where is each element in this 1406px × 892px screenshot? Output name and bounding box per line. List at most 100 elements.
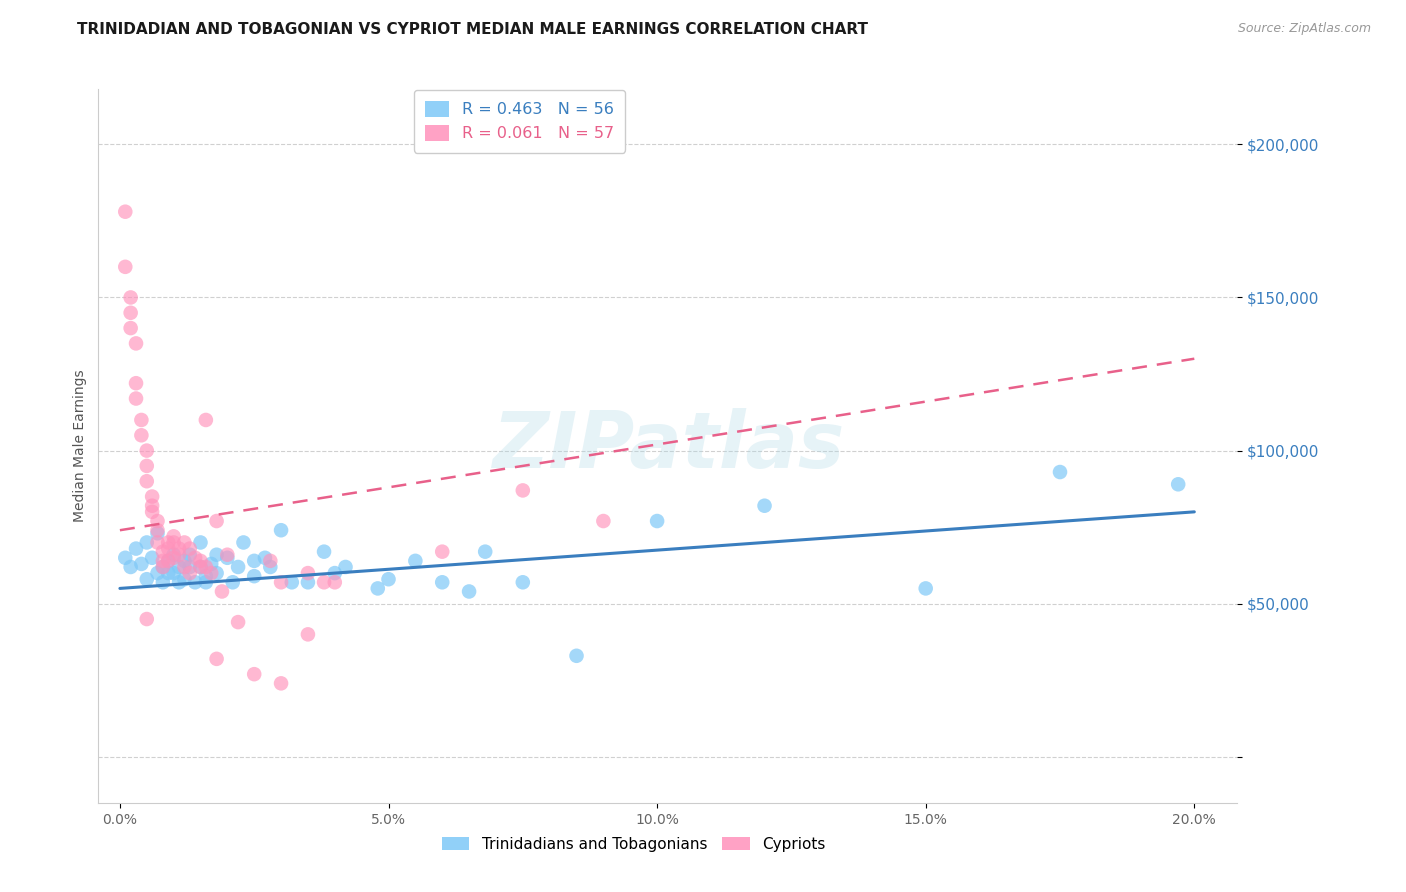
Point bbox=[222, 575, 245, 590]
Point bbox=[323, 575, 346, 590]
Point bbox=[114, 204, 136, 219]
Point bbox=[754, 499, 776, 513]
Point bbox=[270, 523, 292, 537]
Point bbox=[131, 413, 153, 427]
Point bbox=[135, 535, 157, 549]
Point bbox=[323, 566, 346, 580]
Point bbox=[432, 544, 454, 558]
Point bbox=[512, 483, 534, 498]
Point bbox=[243, 554, 266, 568]
Point bbox=[211, 584, 233, 599]
Point bbox=[1049, 465, 1071, 479]
Point bbox=[114, 550, 136, 565]
Point bbox=[367, 582, 389, 596]
Text: ZIPatlas: ZIPatlas bbox=[492, 408, 844, 484]
Point bbox=[226, 560, 249, 574]
Point bbox=[146, 514, 169, 528]
Point bbox=[1167, 477, 1189, 491]
Point bbox=[270, 676, 292, 690]
Point bbox=[205, 566, 228, 580]
Point bbox=[184, 575, 207, 590]
Point bbox=[120, 560, 142, 574]
Point bbox=[114, 260, 136, 274]
Point bbox=[167, 560, 190, 574]
Point bbox=[243, 667, 266, 681]
Point bbox=[157, 541, 180, 556]
Point bbox=[194, 413, 217, 427]
Point bbox=[205, 514, 228, 528]
Point bbox=[167, 541, 190, 556]
Point bbox=[297, 627, 319, 641]
Point bbox=[243, 569, 266, 583]
Point bbox=[152, 575, 174, 590]
Point bbox=[190, 554, 212, 568]
Point bbox=[157, 554, 180, 568]
Point bbox=[146, 535, 169, 549]
Point bbox=[297, 575, 319, 590]
Point bbox=[173, 560, 195, 574]
Point bbox=[377, 572, 399, 586]
Point bbox=[194, 575, 217, 590]
Point bbox=[162, 548, 184, 562]
Point bbox=[194, 569, 217, 583]
Point bbox=[190, 560, 212, 574]
Point bbox=[157, 566, 180, 580]
Point bbox=[162, 535, 184, 549]
Point bbox=[141, 505, 163, 519]
Point bbox=[232, 535, 254, 549]
Point bbox=[312, 544, 335, 558]
Point bbox=[135, 612, 157, 626]
Point bbox=[131, 557, 153, 571]
Point bbox=[458, 584, 481, 599]
Point bbox=[131, 428, 153, 442]
Point bbox=[217, 548, 239, 562]
Point bbox=[152, 544, 174, 558]
Point bbox=[120, 306, 142, 320]
Point bbox=[141, 550, 163, 565]
Point bbox=[141, 490, 163, 504]
Point bbox=[167, 575, 190, 590]
Point bbox=[190, 535, 212, 549]
Point bbox=[645, 514, 668, 528]
Point bbox=[167, 548, 190, 562]
Point bbox=[281, 575, 304, 590]
Point bbox=[190, 560, 212, 574]
Point bbox=[125, 392, 148, 406]
Point bbox=[152, 560, 174, 574]
Point bbox=[179, 566, 201, 580]
Point bbox=[141, 499, 163, 513]
Y-axis label: Median Male Earnings: Median Male Earnings bbox=[73, 369, 87, 523]
Point bbox=[162, 566, 184, 580]
Point bbox=[565, 648, 588, 663]
Point bbox=[217, 550, 239, 565]
Point bbox=[146, 523, 169, 537]
Point bbox=[173, 572, 195, 586]
Point bbox=[152, 560, 174, 574]
Point bbox=[157, 535, 180, 549]
Point bbox=[146, 526, 169, 541]
Point bbox=[259, 560, 281, 574]
Point bbox=[120, 321, 142, 335]
Point bbox=[200, 557, 222, 571]
Point bbox=[152, 554, 174, 568]
Point bbox=[404, 554, 426, 568]
Point bbox=[253, 550, 276, 565]
Point bbox=[270, 575, 292, 590]
Point bbox=[125, 376, 148, 391]
Legend: Trinidadians and Tobagonians, Cypriots: Trinidadians and Tobagonians, Cypriots bbox=[434, 829, 834, 859]
Point bbox=[205, 548, 228, 562]
Point bbox=[125, 336, 148, 351]
Point bbox=[179, 541, 201, 556]
Point bbox=[162, 529, 184, 543]
Point bbox=[135, 443, 157, 458]
Point bbox=[200, 566, 222, 580]
Point bbox=[592, 514, 614, 528]
Point bbox=[335, 560, 357, 574]
Point bbox=[914, 582, 936, 596]
Point bbox=[125, 541, 148, 556]
Point bbox=[135, 474, 157, 488]
Point bbox=[297, 566, 319, 580]
Point bbox=[184, 550, 207, 565]
Point bbox=[146, 566, 169, 580]
Point bbox=[194, 560, 217, 574]
